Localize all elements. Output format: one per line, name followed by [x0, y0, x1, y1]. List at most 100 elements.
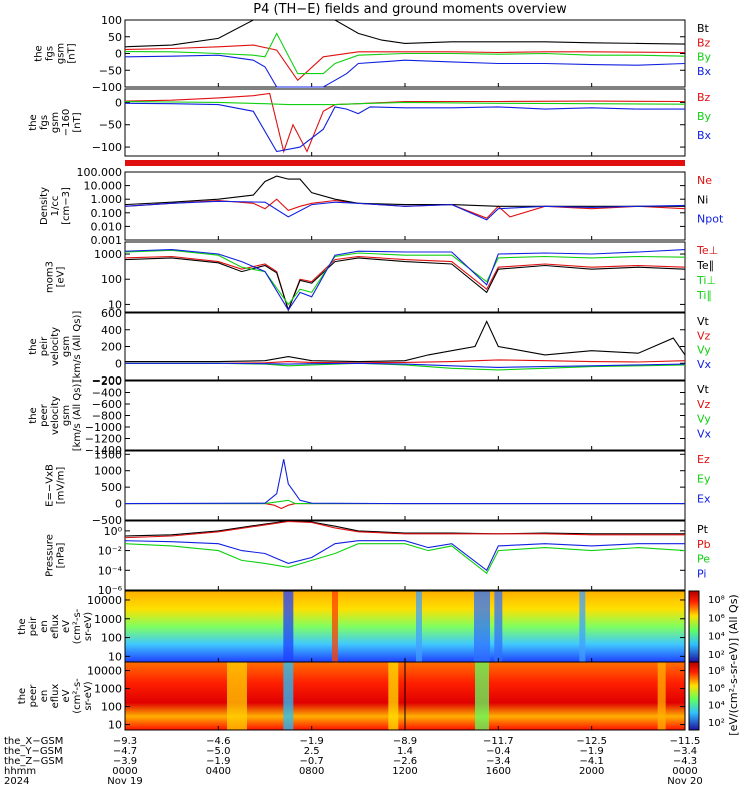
y-axis-label: gsm [56, 43, 67, 64]
y-axis-label: mom3 [45, 261, 56, 293]
colorbar-tick-label: 10² [708, 718, 725, 729]
legend-label: Vx [697, 427, 712, 440]
y-tick-label: 50 [108, 31, 122, 44]
legend-label: Bz [697, 36, 711, 49]
spectrogram-streak [579, 591, 586, 662]
spectrogram-streak [475, 662, 489, 730]
colorbar-tick-label: 10² [708, 650, 725, 661]
y-tick-label: 200 [101, 341, 122, 354]
panel-frame [124, 380, 686, 451]
legend-label: Vt [697, 383, 710, 396]
y-axis-label: 1/cc [50, 196, 61, 217]
legend-label: Vz [697, 329, 711, 342]
x-row-value: −2.6 [393, 756, 417, 767]
legend-label: Bt [697, 22, 710, 35]
colorbars-layer: 10⁸ 10⁶ 10⁴ 10² 10⁸ 10⁶ 10⁴ 10² [688, 590, 725, 731]
y-tick-label: 100 [101, 632, 122, 645]
y-tick-label: 10000 [87, 594, 122, 607]
y-tick-label: 10 [108, 298, 122, 311]
y-axis-label: gsm [61, 336, 72, 357]
legend-label: Pe [697, 553, 710, 566]
series-p1-Bz [124, 44, 686, 82]
y-tick-label: 1000 [94, 683, 122, 696]
series-p5-Vz [125, 359, 686, 364]
spectrogram-streak [416, 591, 422, 662]
x-row-value: Nov 20 [667, 776, 702, 787]
legend-label: Ti∥ [696, 289, 712, 302]
y-axis-label: sr-eV) [83, 612, 94, 641]
panel-p6: −200−400−600−800−1000−1200−1400 the peer ve… [28, 375, 712, 457]
y-axis-label: [nT] [72, 112, 83, 132]
x-row-value: −4.7 [113, 746, 137, 757]
legend-label: Pt [697, 523, 709, 536]
y-axis-label: [km/s (All Qs)] [72, 380, 83, 452]
y-axis-label: the [34, 45, 45, 61]
legend-label: Ne [697, 174, 712, 187]
series-p8-Pb [124, 520, 685, 539]
spectrogram-streak [283, 591, 294, 662]
panel-p7: 1500 1000 500 0 −500 E=−VxB [mV/m] Ez Ey Ex [45, 448, 711, 527]
colorbar-tick-label: 10⁶ [708, 683, 725, 694]
y-axis-label: [km/s (All Qs)] [72, 311, 83, 383]
series-p8-Pe [124, 543, 686, 575]
x-row-value: −0.4 [486, 746, 510, 757]
y-tick-label: −500 [92, 514, 122, 527]
y-axis-label: eV [61, 689, 72, 702]
legend-label: Vt [697, 315, 710, 328]
y-axis-label: fgs [45, 46, 56, 61]
y-tick-label: 100.000 [77, 166, 123, 179]
colorbar-strip [688, 661, 700, 731]
y-tick-label: 500 [101, 481, 122, 494]
spectrogram-streak [657, 662, 666, 730]
y-axis-label: sr-eV) [83, 681, 94, 710]
series-p1-Bx [124, 54, 686, 88]
spectrogram-streak [332, 591, 338, 662]
series-p4-Ti⊥ [124, 249, 686, 306]
series-p8-Pt [124, 520, 685, 537]
colorbar-tick-label: 10⁴ [708, 701, 725, 712]
x-row-label: hhmm [4, 766, 36, 777]
y-tick-label: 0.010 [91, 220, 123, 233]
field-separator-band [125, 160, 685, 166]
y-axis-label: Density [39, 187, 50, 225]
legend-label: Ex [697, 492, 711, 505]
y-tick-label: 0.100 [91, 207, 123, 220]
x-row-value: −3.4 [673, 746, 697, 757]
y-axis-label: [nPa] [56, 542, 67, 568]
colorbar-tick-label: 10⁸ [708, 595, 725, 606]
y-axis-label: the [28, 114, 39, 130]
panel-frame [124, 312, 686, 381]
y-tick-label: 10⁻⁶ [98, 584, 123, 597]
series-p7-Ex [124, 459, 685, 505]
x-row-value: −1.9 [206, 756, 230, 767]
x-row-value: −1.9 [580, 746, 604, 757]
series-p2-Bx [124, 102, 685, 153]
legend-label: Ti⊥ [696, 274, 716, 287]
y-tick-label: 100 [101, 701, 122, 714]
y-tick-label: 10 [108, 719, 122, 732]
x-row-value: −0.7 [300, 756, 324, 767]
y-axis-label: (cm²-s- [72, 608, 83, 644]
x-row-value: Nov 19 [107, 776, 142, 787]
y-tick-label: 10⁰ [104, 525, 123, 538]
y-tick-label: −100 [92, 141, 122, 154]
y-tick-label: 10 [108, 650, 122, 663]
panel-frame [124, 88, 686, 157]
y-axis-label: the [28, 407, 39, 423]
legend-label: Vz [697, 398, 711, 411]
spectrogram-streak [474, 591, 490, 662]
legend-label: Vy [697, 413, 711, 426]
y-tick-label: 100 [101, 273, 122, 286]
x-row-value: −8.9 [393, 736, 417, 747]
colorbar-strip [688, 590, 700, 663]
y-tick-label: −200 [92, 374, 122, 387]
x-axis-labels: the_X−GSM −9.3 −4.6 −1.9 −8.9 −11.7 −12.5 −11.5… [4, 736, 703, 787]
y-axis-label: gsm [50, 112, 61, 133]
y-axis-label: the [28, 338, 39, 354]
y-axis-label: (cm²-s- [72, 678, 83, 714]
y-tick-label: 100 [101, 14, 122, 27]
legend-label: Pb [697, 538, 711, 551]
